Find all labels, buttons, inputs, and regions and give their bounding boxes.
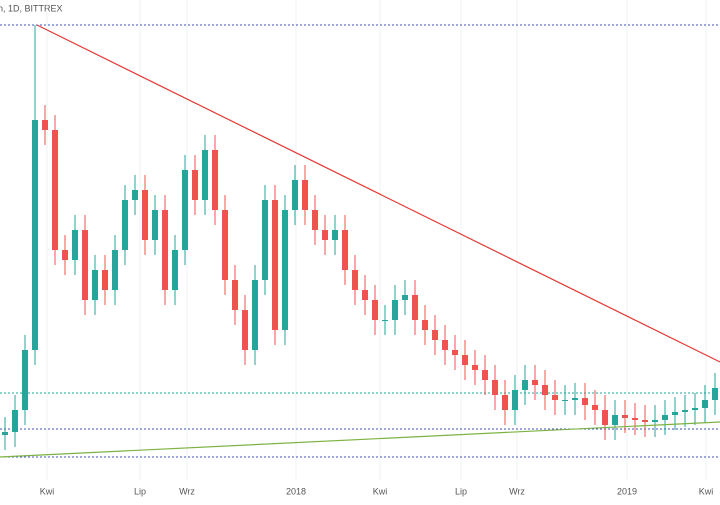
candle-body xyxy=(62,250,68,260)
candle-body xyxy=(292,180,298,210)
candle-body xyxy=(12,410,18,432)
candle-body xyxy=(202,150,208,200)
candle-body xyxy=(162,210,168,290)
candle-body xyxy=(562,400,568,401)
candle-body xyxy=(512,390,518,410)
candle-body xyxy=(242,310,248,350)
candle-body xyxy=(692,408,698,410)
candle-body xyxy=(642,420,648,422)
candle-body xyxy=(462,355,468,365)
candle-body xyxy=(282,210,288,330)
candle-body xyxy=(702,400,708,408)
candle-body xyxy=(262,200,268,280)
candle-body xyxy=(402,295,408,300)
candle-body xyxy=(502,395,508,410)
candle-body xyxy=(72,230,78,260)
x-tick-label: Lip xyxy=(134,486,146,496)
candle-body xyxy=(122,200,128,250)
candle-body xyxy=(212,150,218,210)
candle-body xyxy=(102,270,108,290)
trend-line xyxy=(36,24,720,363)
x-tick-label: Kwi xyxy=(373,486,388,496)
candle-body xyxy=(442,340,448,350)
candle-body xyxy=(452,350,458,355)
candle-body xyxy=(92,270,98,300)
candle-body xyxy=(112,250,118,290)
candle-body xyxy=(522,380,528,390)
x-tick-label: 2019 xyxy=(617,486,637,496)
candle-body xyxy=(232,280,238,310)
candle-body xyxy=(322,230,328,240)
candle-body xyxy=(42,120,48,130)
candle-body xyxy=(542,385,548,395)
candle-body xyxy=(712,388,718,400)
candle-body xyxy=(132,190,138,200)
x-tick-label: Wrz xyxy=(179,486,195,496)
candle-body xyxy=(32,120,38,350)
candle-body xyxy=(222,210,228,280)
chart-title: h, 1D, BITTREX xyxy=(0,3,63,13)
candle-body xyxy=(2,432,8,435)
candle-body xyxy=(682,410,688,412)
candle-body xyxy=(192,170,198,200)
x-tick-label: 2018 xyxy=(286,486,306,496)
trend-line xyxy=(0,421,720,458)
x-tick-label: Wrz xyxy=(509,486,525,496)
candle-body xyxy=(392,300,398,320)
candle-body xyxy=(492,380,498,395)
candle-body xyxy=(372,300,378,320)
candle-body xyxy=(152,210,158,240)
candle-body xyxy=(22,350,28,410)
candle-body xyxy=(382,320,388,321)
candle-body xyxy=(342,230,348,270)
candle-body xyxy=(672,412,678,415)
candle-body xyxy=(602,410,608,425)
candle-body xyxy=(592,405,598,410)
candle-body xyxy=(582,398,588,405)
candle-body xyxy=(652,420,658,422)
candle-body xyxy=(422,320,428,330)
candle-body xyxy=(552,395,558,400)
x-tick-label: Kwi xyxy=(40,486,55,496)
candle-body xyxy=(412,295,418,320)
candle-body xyxy=(302,180,308,210)
candle-body xyxy=(142,190,148,240)
candle-body xyxy=(472,365,478,370)
candle-body xyxy=(572,398,578,400)
candle-body xyxy=(332,230,338,240)
candle-body xyxy=(662,415,668,420)
candle-body xyxy=(182,170,188,250)
x-tick-label: Lip xyxy=(455,486,467,496)
candle-body xyxy=(362,290,368,300)
candle-body xyxy=(172,250,178,290)
candle-body xyxy=(632,418,638,420)
candle-body xyxy=(352,270,358,290)
candle-body xyxy=(52,130,58,250)
x-tick-label: Kwi xyxy=(699,486,714,496)
candle-body xyxy=(432,330,438,340)
candle-body xyxy=(272,200,278,330)
candle-body xyxy=(312,210,318,230)
candle-body xyxy=(532,380,538,385)
candle-body xyxy=(622,415,628,418)
candle-body xyxy=(82,230,88,300)
candle-body xyxy=(612,415,618,425)
candle-body xyxy=(252,280,258,350)
candle-body xyxy=(482,370,488,380)
